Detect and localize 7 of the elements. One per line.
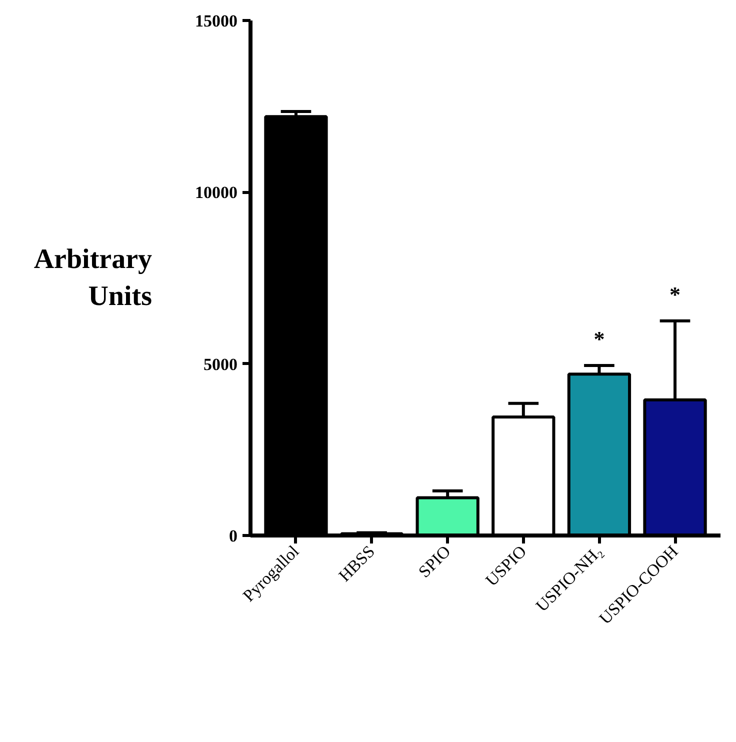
y-tick-label: 5000	[204, 354, 238, 374]
y-tick-label: 0	[229, 526, 238, 546]
y-tick-label: 15000	[195, 12, 238, 30]
annotation: *	[594, 326, 605, 352]
y-axis-title: Arbitrary Units	[34, 244, 152, 312]
annotation: *	[670, 282, 681, 307]
y-tick-label: 10000	[195, 183, 238, 202]
